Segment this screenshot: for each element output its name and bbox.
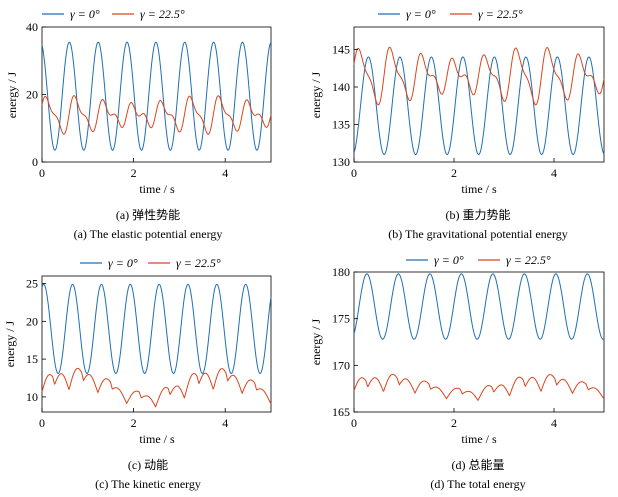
caption-en: (b) The gravitational potential energy [388, 227, 568, 241]
caption-en: (d) The total energy [430, 477, 525, 491]
y-axis-label: energy / J [5, 71, 19, 118]
y-axis-label: energy / J [309, 71, 323, 118]
legend-label-gamma-22-5: γ = 22.5° [478, 7, 523, 21]
y-tick-label: 25 [26, 277, 38, 291]
legend-label-gamma-22-5: γ = 22.5° [506, 253, 551, 267]
plot-frame [41, 275, 272, 413]
x-tick-label: 2 [451, 166, 457, 180]
x-tick-label: 4 [551, 166, 557, 180]
x-tick-label: 4 [551, 416, 557, 430]
caption-cn: (a) 弹性势能 [116, 208, 180, 222]
caption-cn: (b) 重力势能 [446, 208, 511, 222]
series-line-gamma-0 [353, 56, 605, 156]
series-line-gamma-0 [41, 283, 272, 375]
panel-c: γ = 0° γ = 22.5° 0 2 4 10 15 20 25 time / s en… [3, 256, 272, 491]
x-tick-label: 2 [131, 416, 137, 430]
x-axis-label: time / s [139, 182, 175, 196]
x-tick-label: 0 [351, 416, 357, 430]
x-tick-label: 2 [131, 166, 137, 180]
x-axis-label: time / s [139, 432, 175, 446]
series-line-gamma-0 [41, 41, 272, 151]
y-tick-label: 180 [332, 265, 350, 279]
legend-label-gamma-0: γ = 0° [434, 253, 464, 267]
legend-label-gamma-0: γ = 0° [108, 256, 138, 270]
y-tick-label: 140 [332, 80, 350, 94]
y-tick-label: 165 [332, 405, 350, 419]
legend-label-gamma-0: γ = 0° [406, 7, 436, 21]
y-tick-label: 10 [26, 390, 38, 404]
y-tick-label: 20 [26, 314, 38, 328]
x-tick-label: 4 [222, 416, 228, 430]
series-line-gamma-0 [353, 273, 605, 340]
legend-label-gamma-22-5: γ = 22.5° [140, 7, 185, 21]
x-tick-label: 2 [451, 416, 457, 430]
x-tick-label: 0 [39, 166, 45, 180]
legend: γ = 0° γ = 22.5° [406, 253, 551, 267]
legend-label-gamma-0: γ = 0° [70, 7, 100, 21]
y-tick-label: 0 [32, 155, 38, 169]
caption-en: (a) The elastic potential energy [74, 227, 223, 241]
y-tick-label: 130 [332, 155, 350, 169]
y-tick-label: 15 [26, 352, 38, 366]
y-tick-label: 135 [332, 118, 350, 132]
legend: γ = 0° γ = 22.5° [42, 7, 185, 21]
caption-cn: (c) 动能 [128, 458, 168, 472]
series-line-gamma-22-5 [41, 367, 272, 408]
panel-b: γ = 0° γ = 22.5° 0 2 4 130 135 140 145 time / … [309, 7, 605, 241]
legend: γ = 0° γ = 22.5° [80, 256, 221, 270]
y-tick-label: 170 [332, 358, 350, 372]
caption-cn: (d) 总能量 [452, 458, 505, 472]
y-tick-label: 40 [26, 20, 38, 34]
plot-frame [353, 26, 605, 163]
x-axis-label: time / s [461, 182, 497, 196]
y-axis-label: energy / J [309, 318, 323, 365]
series-line-gamma-22-5 [41, 95, 272, 135]
x-axis-label: time / s [461, 432, 497, 446]
legend: γ = 0° γ = 22.5° [378, 7, 523, 21]
panel-d: γ = 0° γ = 22.5° 0 2 4 165 170 175 180 time / … [309, 253, 605, 491]
x-tick-label: 0 [39, 416, 45, 430]
legend-label-gamma-22-5: γ = 22.5° [176, 256, 221, 270]
y-tick-label: 175 [332, 312, 350, 326]
y-tick-label: 145 [332, 43, 350, 57]
series-line-gamma-22-5 [353, 373, 605, 402]
x-tick-label: 4 [222, 166, 228, 180]
y-axis-label: energy / J [3, 320, 17, 367]
plot-frame [353, 271, 605, 413]
series-line-gamma-22-5 [353, 46, 605, 106]
x-tick-label: 0 [351, 166, 357, 180]
y-tick-label: 20 [26, 88, 38, 102]
caption-en: (c) The kinetic energy [95, 477, 201, 491]
